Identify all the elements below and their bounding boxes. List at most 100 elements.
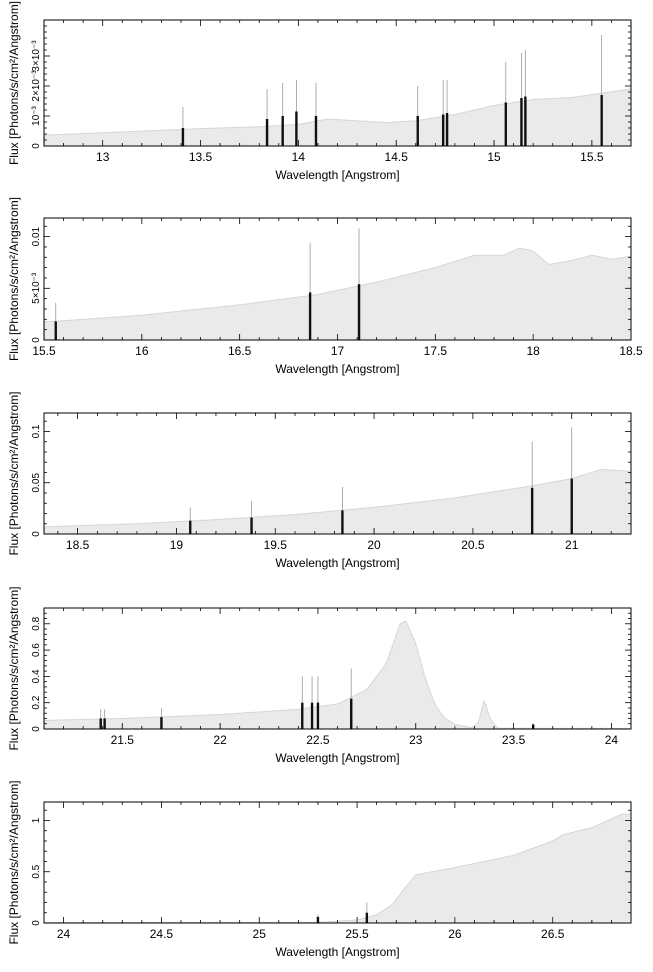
x-tick-label: 13.5: [189, 150, 213, 164]
x-tick-label: 24: [605, 733, 619, 747]
y-axis-label: Flux [Photons/s/cm²/Angstrom]: [7, 586, 21, 750]
x-tick-label: 20: [367, 538, 381, 552]
line-bar: [570, 478, 573, 534]
x-tick-label: 19: [170, 538, 184, 552]
line-bar: [524, 96, 527, 146]
x-tick-label: 25.5: [345, 927, 369, 941]
plot-frame: [43, 607, 632, 730]
x-tick-label: 23.5: [502, 733, 526, 747]
line-bar: [349, 698, 353, 729]
plot-frame: [43, 412, 632, 535]
x-tick-label: 19.5: [264, 538, 288, 552]
line-bar: [281, 116, 284, 146]
y-tick-label: 0.8: [31, 616, 42, 630]
y-tick-label: 0: [31, 337, 42, 343]
x-tick-label: 26: [448, 927, 462, 941]
x-axis-label: Wavelength [Angstrom]: [275, 945, 399, 959]
y-tick-label: 0: [31, 531, 42, 537]
line-bar: [365, 912, 369, 923]
line-bar: [504, 102, 507, 146]
chart-panel-1: 13 13.5 14 14.5 15 15.5 0 10⁻³ 2×10⁻³3×10⁻³ Wavel…: [7, 1, 632, 182]
line-bar: [445, 113, 449, 146]
x-tick-label: 14.5: [385, 150, 409, 164]
x-tick-label: 15: [487, 150, 501, 164]
x-axis-label: Wavelength [Angstrom]: [275, 168, 399, 182]
x-tick-label: 26.5: [541, 927, 565, 941]
y-axis-label: Flux [Photons/s/cm²/Angstrom]: [7, 391, 21, 555]
y-tick-label: 0.05: [31, 473, 42, 493]
x-tick-label: 22.5: [306, 733, 330, 747]
y-tick-label: 0.5: [31, 864, 42, 878]
line-bar: [160, 717, 163, 729]
line-bar: [316, 916, 320, 923]
y-axis-label: Flux [Photons/s/cm²/Angstrom]: [7, 780, 21, 944]
x-tick-label: 22: [213, 733, 227, 747]
line-bar: [250, 517, 253, 534]
line-bar: [181, 128, 185, 146]
x-tick-label: 13: [96, 150, 110, 164]
continuum-series: [44, 814, 630, 923]
line-bar: [295, 111, 298, 146]
y-tick-label: 2×10⁻³: [31, 70, 42, 102]
x-tick-label: 18: [526, 344, 540, 358]
x-tick-label: 18.5: [619, 344, 643, 358]
x-tick-label: 17: [331, 344, 345, 358]
line-bar: [341, 510, 344, 534]
line-bar: [308, 292, 312, 340]
x-tick-label: 17.5: [424, 344, 448, 358]
y-tick-label: 0.1: [31, 424, 42, 438]
chart-panel-3: 18.5 19 19.5 20 20.5 21 0 0.05 0.1 Wavelength [An…: [7, 391, 632, 570]
line-bar: [357, 284, 361, 340]
line-bar: [416, 116, 419, 146]
continuum-envelope: [43, 88, 631, 136]
x-tick-label: 20.5: [461, 538, 485, 552]
y-tick-label: 1: [31, 817, 42, 823]
y-tick-label: 0.01: [31, 226, 42, 246]
y-axis-label: Flux [Photons/s/cm²/Angstrom]: [7, 1, 21, 165]
x-tick-label: 23: [409, 733, 423, 747]
x-tick-label: 24: [57, 927, 71, 941]
y-tick-label: 5×10⁻³: [31, 272, 42, 304]
y-axis-label: Flux [Photons/s/cm²/Angstrom]: [7, 197, 21, 361]
line-bar: [316, 702, 320, 729]
y-tick-label: 0: [31, 726, 42, 732]
continuum-series: [44, 469, 630, 534]
line-bar: [600, 95, 603, 146]
x-tick-label: 15.5: [32, 344, 56, 358]
x-tick-label: 15.5: [580, 150, 604, 164]
line-bar: [265, 119, 269, 146]
continuum-series: [44, 248, 630, 340]
line-bar: [301, 702, 304, 729]
x-tick-label: 18.5: [66, 538, 90, 552]
y-tick-label: 0: [31, 920, 42, 926]
x-axis-label: Wavelength [Angstrom]: [275, 362, 399, 376]
line-bar: [530, 487, 534, 534]
chart-panel-4: 21.5 22 22.5 23 23.5 24 0 0.2 0.4 0.6 0.8 Wavelengt…: [7, 586, 632, 765]
x-axis-label: Wavelength [Angstrom]: [275, 556, 399, 570]
y-tick-label: 0: [31, 143, 42, 149]
continuum-envelope: [44, 247, 631, 322]
y-tick-label: 10⁻³: [31, 105, 42, 125]
continuum-envelope: [44, 813, 630, 923]
y-tick-label: 0.2: [31, 695, 42, 709]
line-bar: [189, 520, 192, 534]
line-bar: [314, 116, 318, 146]
x-tick-label: 16.5: [228, 344, 252, 358]
x-tick-label: 21: [565, 538, 579, 552]
x-tick-label: 25: [253, 927, 267, 941]
x-tick-label: 16: [135, 344, 149, 358]
y-tick-label: 0.6: [31, 643, 42, 657]
chart-panel-2: 15.5 16 16.5 17 17.5 18 18.5 0 5×10⁻³ 0.01 Wavelen…: [7, 197, 643, 376]
line-bar: [54, 321, 57, 340]
x-tick-label: 14: [292, 150, 306, 164]
y-tick-label: 3×10⁻³: [31, 40, 42, 72]
x-tick-label: 21.5: [111, 733, 135, 747]
continuum-series: [44, 621, 630, 729]
x-axis-label: Wavelength [Angstrom]: [275, 751, 399, 765]
line-bar: [103, 718, 106, 729]
chart-panel-5: 24 24.5 25 25.5 26 26.5 0 0.5 1 Wavelength [Angst…: [7, 780, 632, 959]
line-bar: [520, 98, 523, 146]
continuum-series: [44, 89, 630, 146]
y-tick-label: 0.4: [31, 669, 42, 683]
